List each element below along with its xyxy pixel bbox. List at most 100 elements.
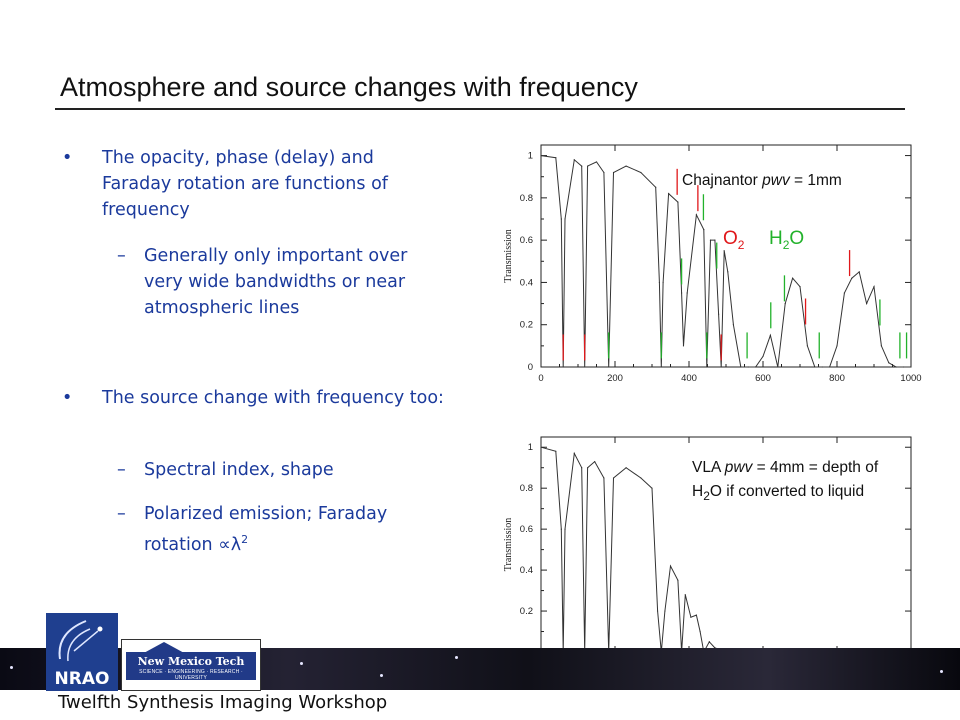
- sub-bullet-spectral: – Spectral index, shape: [62, 457, 444, 483]
- y-tick-label: 0.6: [520, 524, 533, 535]
- transmission-point: [888, 362, 890, 364]
- x-tick-label: 0: [538, 373, 543, 384]
- transmission-point: [540, 154, 542, 157]
- transmission-point: [903, 366, 905, 368]
- transmission-point: [777, 366, 779, 368]
- y-tick-label: 0.8: [520, 483, 533, 494]
- transmission-point: [625, 165, 627, 167]
- transmission-point: [677, 201, 679, 203]
- transmission-point: [732, 324, 734, 326]
- transmission-point: [573, 159, 575, 161]
- y-tick-label: 0.6: [520, 235, 533, 246]
- transmission-point: [625, 467, 627, 469]
- transmission-point: [562, 366, 564, 368]
- vla-prefix: VLA: [692, 459, 725, 476]
- transmission-point: [660, 366, 662, 368]
- transmission-point: [612, 171, 615, 174]
- transmission-point: [821, 366, 823, 368]
- proportional-lambda-symbol: ∝λ: [218, 534, 242, 555]
- transmission-point: [703, 228, 705, 231]
- slide-title: Atmosphere and source changes with frequ…: [60, 72, 638, 102]
- banner-star: [455, 656, 458, 659]
- transmission-point: [690, 616, 692, 618]
- transmission-point: [555, 157, 557, 159]
- transmission-point: [806, 345, 808, 347]
- transmission-point: [910, 366, 912, 368]
- transmission-point: [564, 218, 566, 220]
- transmission-point: [595, 161, 598, 163]
- banner-star: [380, 674, 383, 677]
- transmission-point: [564, 528, 566, 530]
- x-tick-label: 600: [755, 373, 771, 384]
- chajnantor-pwv-label: Chajnantor pwv = 1mm: [682, 172, 842, 190]
- transmission-point: [662, 281, 664, 284]
- mountain-icon: [142, 642, 186, 654]
- transmission-point: [560, 528, 562, 530]
- transmission-point: [587, 467, 589, 469]
- transmission-point: [792, 277, 794, 279]
- sub-bullet-bandwidth-text: Generally only important over very wide …: [144, 246, 408, 318]
- transmission-point: [664, 610, 666, 612]
- chajnantor-suffix: = 1mm: [789, 172, 842, 189]
- transmission-point: [655, 186, 657, 188]
- transmission-point: [612, 477, 615, 479]
- vla-subscript: 2: [703, 489, 710, 504]
- sub-bullet-dash: –: [117, 246, 126, 266]
- y-tick-label: 0.4: [520, 277, 533, 288]
- transmission-point: [755, 366, 757, 368]
- x-tick-label: 200: [607, 373, 623, 384]
- transmission-point: [727, 271, 729, 273]
- transmission-point: [677, 579, 679, 581]
- transmission-point: [814, 366, 816, 368]
- y-tick-label: 0.4: [520, 565, 533, 576]
- banner-star: [10, 666, 13, 669]
- banner-star: [300, 662, 303, 665]
- y-axis-label: Transmission: [503, 518, 514, 572]
- sub-bullet-polarized: – Polarized emission; Faraday rotation ∝…: [62, 501, 444, 558]
- transmission-point: [656, 610, 659, 612]
- pwv-italic: pwv: [762, 172, 790, 189]
- o2-legend-label: O2: [723, 228, 744, 252]
- transmission-point: [560, 218, 562, 220]
- bullet-dot: •: [62, 148, 73, 168]
- y-tick-label: 0.2: [520, 320, 533, 331]
- nmt-banner: New Mexico Tech SCIENCE · ENGINEERING · …: [126, 652, 256, 681]
- sub-bullet-dash: –: [117, 504, 126, 524]
- y-tick-label: 1: [528, 151, 533, 162]
- transmission-point: [747, 366, 749, 368]
- bullet-opacity-text: The opacity, phase (delay) and Faraday r…: [102, 148, 388, 220]
- sub-bullet-polarized-text: Polarized emission; Faraday rotation ∝λ2: [144, 501, 444, 558]
- x-tick-label: 400: [681, 373, 697, 384]
- transmission-point: [708, 641, 710, 643]
- sub-bullet-spectral-text: Spectral index, shape: [144, 460, 334, 480]
- transmission-point: [799, 286, 801, 288]
- transmission-point: [769, 334, 771, 336]
- sub-bullet-bandwidth: – Generally only important over very wid…: [62, 243, 444, 321]
- chajnantor-transmission-chart: 0 200 400 600 800 1000 0 0.2 0.4 0.6 0.8 1 Transmiss…: [495, 135, 935, 390]
- sub-bullet-dash: –: [117, 460, 126, 480]
- banner-star: [940, 670, 943, 673]
- nrao-logo-text: NRAO: [54, 669, 110, 689]
- transmission-point: [836, 345, 838, 347]
- o2-subscript: 2: [737, 237, 745, 252]
- transmission-point: [540, 446, 542, 448]
- transmission-point: [681, 292, 683, 294]
- radio-dish-icon: [58, 620, 103, 662]
- transmission-point: [695, 614, 697, 616]
- transmission-point: [682, 345, 685, 347]
- chajnantor-prefix: Chajnantor: [682, 172, 763, 189]
- transmission-point: [603, 171, 605, 174]
- bullet-source: • The source change with frequency too:: [62, 385, 444, 411]
- pwv-italic: pwv: [724, 459, 753, 476]
- transmission-point: [669, 565, 672, 567]
- squared-exponent: 2: [241, 533, 249, 546]
- transmission-point: [603, 477, 605, 479]
- transmission-point: [684, 594, 686, 596]
- bullet-opacity: • The opacity, phase (delay) and Faraday…: [62, 145, 447, 223]
- transmission-point: [573, 452, 575, 454]
- transmission-point: [718, 313, 720, 315]
- h2o-legend-label: H2O: [769, 228, 804, 252]
- transmission-point: [843, 292, 845, 294]
- transmission-point: [686, 292, 688, 294]
- transmission-point: [651, 487, 653, 489]
